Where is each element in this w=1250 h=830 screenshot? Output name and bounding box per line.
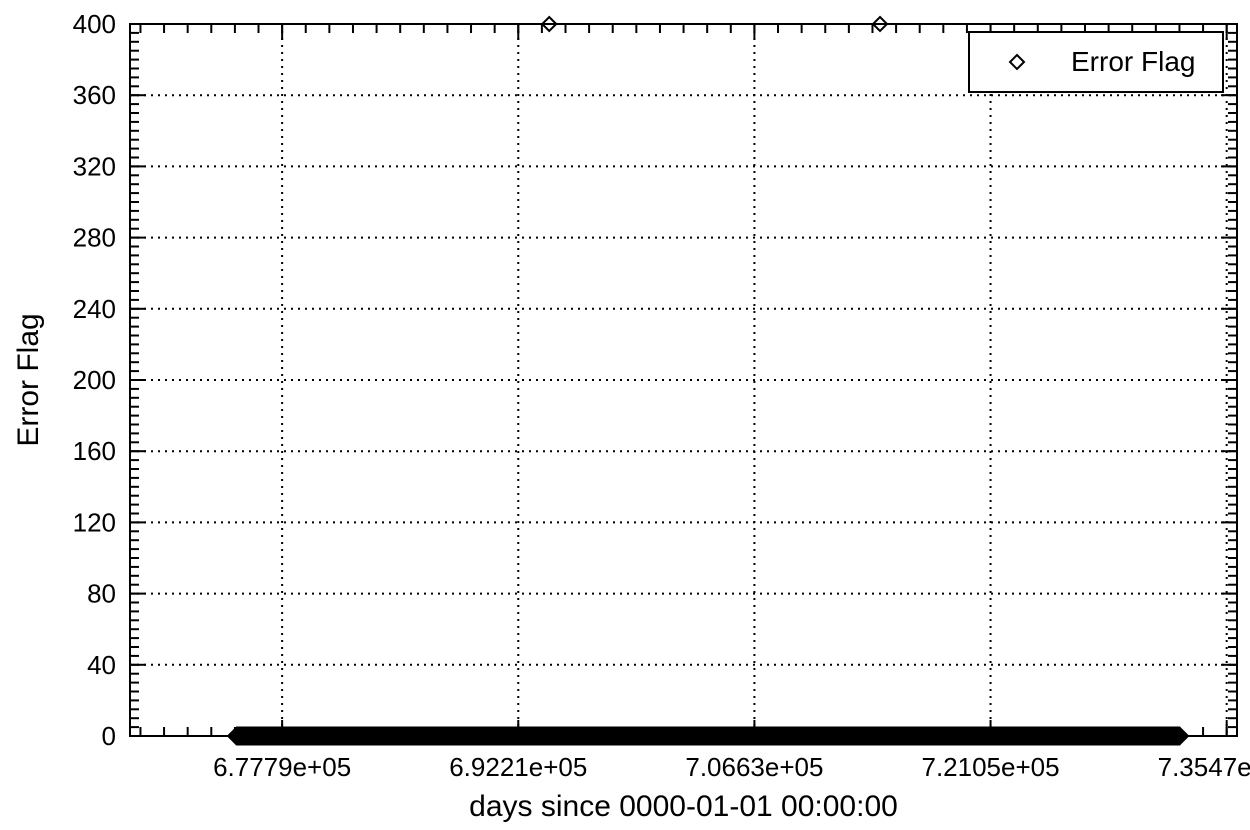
- y-tick-label: 240: [73, 294, 116, 324]
- data-point: [871, 15, 889, 33]
- y-tick-label: 360: [73, 80, 116, 110]
- data-series-error-flag: [226, 15, 1190, 746]
- plot-frame: [129, 23, 1238, 737]
- x-tick-label: 7.0663e+05: [685, 752, 823, 782]
- x-tick-label: 6.9221e+05: [449, 752, 587, 782]
- y-tick-label: 400: [73, 9, 116, 39]
- y-tick-label: 280: [73, 223, 116, 253]
- x-tick-labels: 6.7779e+05 6.9221e+05 7.0663e+05 7.2105e+05…: [213, 752, 1250, 782]
- legend: Error Flag: [968, 31, 1224, 93]
- grid: [130, 24, 1237, 736]
- x-tick-label: 7.2105e+05: [921, 752, 1059, 782]
- y-tick-label: 200: [73, 365, 116, 395]
- y-tick-labels: 0 40 80 120 160 200 240 280 320 360 400: [73, 9, 116, 751]
- x-axis-title: days since 0000-01-01 00:00:00: [469, 790, 898, 823]
- y-tick-label: 120: [73, 507, 116, 537]
- data-point: [540, 15, 558, 33]
- y-tick-label: 160: [73, 436, 116, 466]
- y-tick-label: 40: [87, 650, 116, 680]
- legend-label-error-flag: Error Flag: [1071, 46, 1195, 77]
- y-axis-title: Error Flag: [12, 313, 45, 446]
- y-tick-label: 80: [87, 579, 116, 609]
- legend-marker-diamond: [1008, 53, 1026, 71]
- y-tick-label: 320: [73, 151, 116, 181]
- x-tick-label: 6.7779e+05: [213, 752, 351, 782]
- x-tick-label: 7.3547e+05: [1158, 752, 1250, 782]
- y-tick-label: 0: [102, 721, 116, 751]
